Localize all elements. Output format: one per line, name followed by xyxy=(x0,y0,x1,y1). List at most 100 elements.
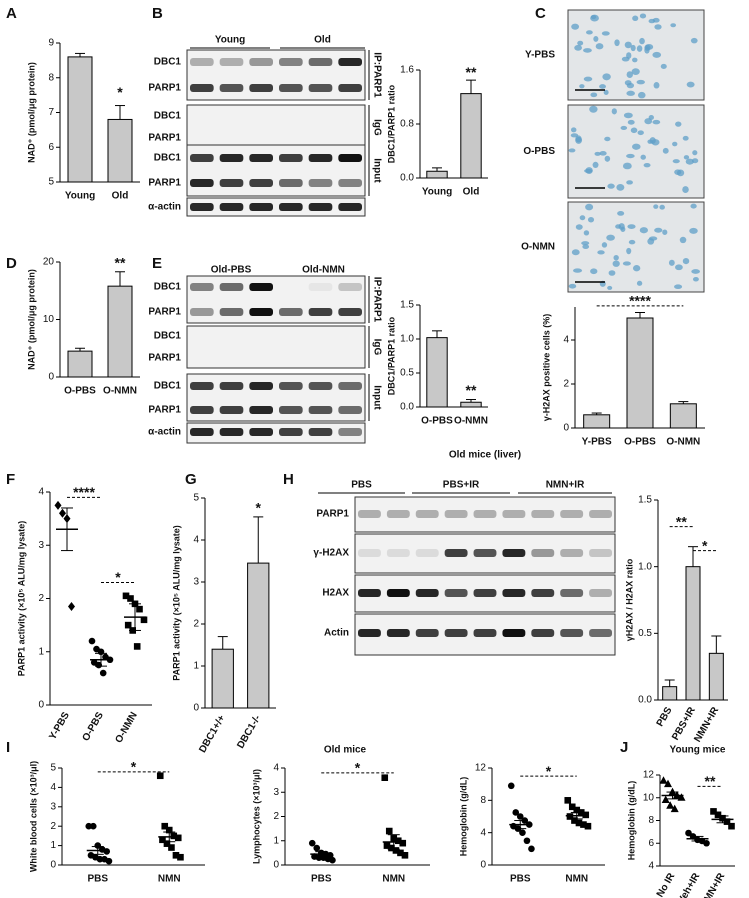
nucleus xyxy=(577,40,584,46)
band xyxy=(502,629,526,637)
nucleus xyxy=(630,44,636,52)
row-label: PARP1 xyxy=(148,307,181,318)
nucleus xyxy=(590,268,598,275)
nucleus xyxy=(648,236,658,241)
y-tick-label: 1.5 xyxy=(638,495,652,506)
band xyxy=(415,549,439,557)
nucleus xyxy=(639,227,648,234)
nucleus xyxy=(599,84,606,89)
nucleus xyxy=(589,105,598,113)
nucleus xyxy=(575,135,582,143)
significance-label: * xyxy=(131,759,137,775)
y-tick-label: 7 xyxy=(48,107,54,118)
row-label: DBC1 xyxy=(154,331,182,342)
group-label: Old-PBS xyxy=(211,265,252,276)
data-point xyxy=(124,621,132,629)
nucleus xyxy=(579,84,585,89)
blot-frame xyxy=(186,373,366,422)
row-label: DBC1 xyxy=(154,381,182,392)
nucleus xyxy=(691,158,699,164)
y-tick-label: 1 xyxy=(193,661,199,672)
nucleus xyxy=(582,244,590,250)
nucleus xyxy=(627,119,635,125)
row-label: PARP1 xyxy=(148,83,181,94)
nucleus xyxy=(675,121,682,127)
nucleus xyxy=(668,259,675,266)
data-point xyxy=(95,661,102,669)
data-point xyxy=(133,643,141,650)
y-tick-label: 0 xyxy=(50,860,56,871)
x-tick-label: PBS xyxy=(311,874,332,885)
band xyxy=(531,510,555,518)
x-tick-label: NMN+IR xyxy=(699,871,728,898)
band xyxy=(219,203,244,211)
significance-label: * xyxy=(702,537,708,553)
band xyxy=(502,589,526,597)
x-tick-label: Young xyxy=(422,187,452,198)
panel-letter: H xyxy=(283,471,294,488)
band xyxy=(560,629,584,637)
band xyxy=(560,510,584,518)
y-tick-label: 6 xyxy=(48,142,54,153)
nucleus xyxy=(586,30,593,35)
data-point xyxy=(163,840,171,847)
band xyxy=(473,589,497,597)
side-label: Input xyxy=(371,385,382,410)
group-label: Young xyxy=(215,35,245,46)
band xyxy=(308,428,333,436)
band xyxy=(444,629,468,637)
x-tick-label: O-PBS xyxy=(421,416,453,427)
y-tick-label: 5 xyxy=(50,763,56,774)
data-point xyxy=(383,842,391,849)
data-point xyxy=(174,834,182,842)
data-point xyxy=(392,847,400,854)
nucleus xyxy=(682,135,689,141)
data-point xyxy=(88,637,96,645)
data-point xyxy=(670,804,679,813)
row-label: DBC1 xyxy=(154,111,182,122)
band xyxy=(279,154,303,162)
nucleus xyxy=(662,147,669,154)
significance-label: **** xyxy=(73,484,95,500)
significance-label: ** xyxy=(466,64,477,80)
blot-frame xyxy=(186,144,366,197)
band xyxy=(338,382,362,390)
blot-frame xyxy=(186,275,366,324)
group-label: Old xyxy=(314,35,331,46)
band xyxy=(444,510,468,518)
nucleus xyxy=(652,51,662,58)
panel-letter: B xyxy=(152,5,163,22)
y-tick-label: 0.5 xyxy=(638,628,652,639)
x-tick-label: NMN xyxy=(158,874,181,885)
nucleus xyxy=(585,167,593,174)
x-tick-label: PBS xyxy=(510,874,531,885)
band xyxy=(589,589,612,597)
data-point xyxy=(161,822,169,830)
bar xyxy=(460,401,482,408)
band xyxy=(249,179,273,187)
blot-title: Old mice (liver) xyxy=(449,450,521,461)
band xyxy=(279,308,303,316)
band xyxy=(589,629,612,637)
nucleus xyxy=(574,44,582,51)
band xyxy=(279,428,303,436)
significance-label: **** xyxy=(629,293,651,309)
nucleus xyxy=(653,82,660,89)
y-tick-label: 4 xyxy=(38,487,44,498)
nucleus xyxy=(672,159,680,164)
x-tick-label: O-PBS xyxy=(81,710,107,743)
y-axis-label: γ-H2AX positive cells (%) xyxy=(541,314,551,422)
band xyxy=(386,510,410,518)
band xyxy=(190,382,214,390)
band xyxy=(308,283,333,291)
band xyxy=(338,283,362,291)
band xyxy=(190,154,214,162)
side-label: Input xyxy=(371,158,382,183)
band xyxy=(589,510,612,518)
band xyxy=(444,549,468,557)
nucleus xyxy=(637,91,646,99)
data-point xyxy=(54,500,62,510)
band xyxy=(415,589,439,597)
y-tick-label: 3 xyxy=(193,577,199,588)
blot-frame xyxy=(186,49,366,101)
